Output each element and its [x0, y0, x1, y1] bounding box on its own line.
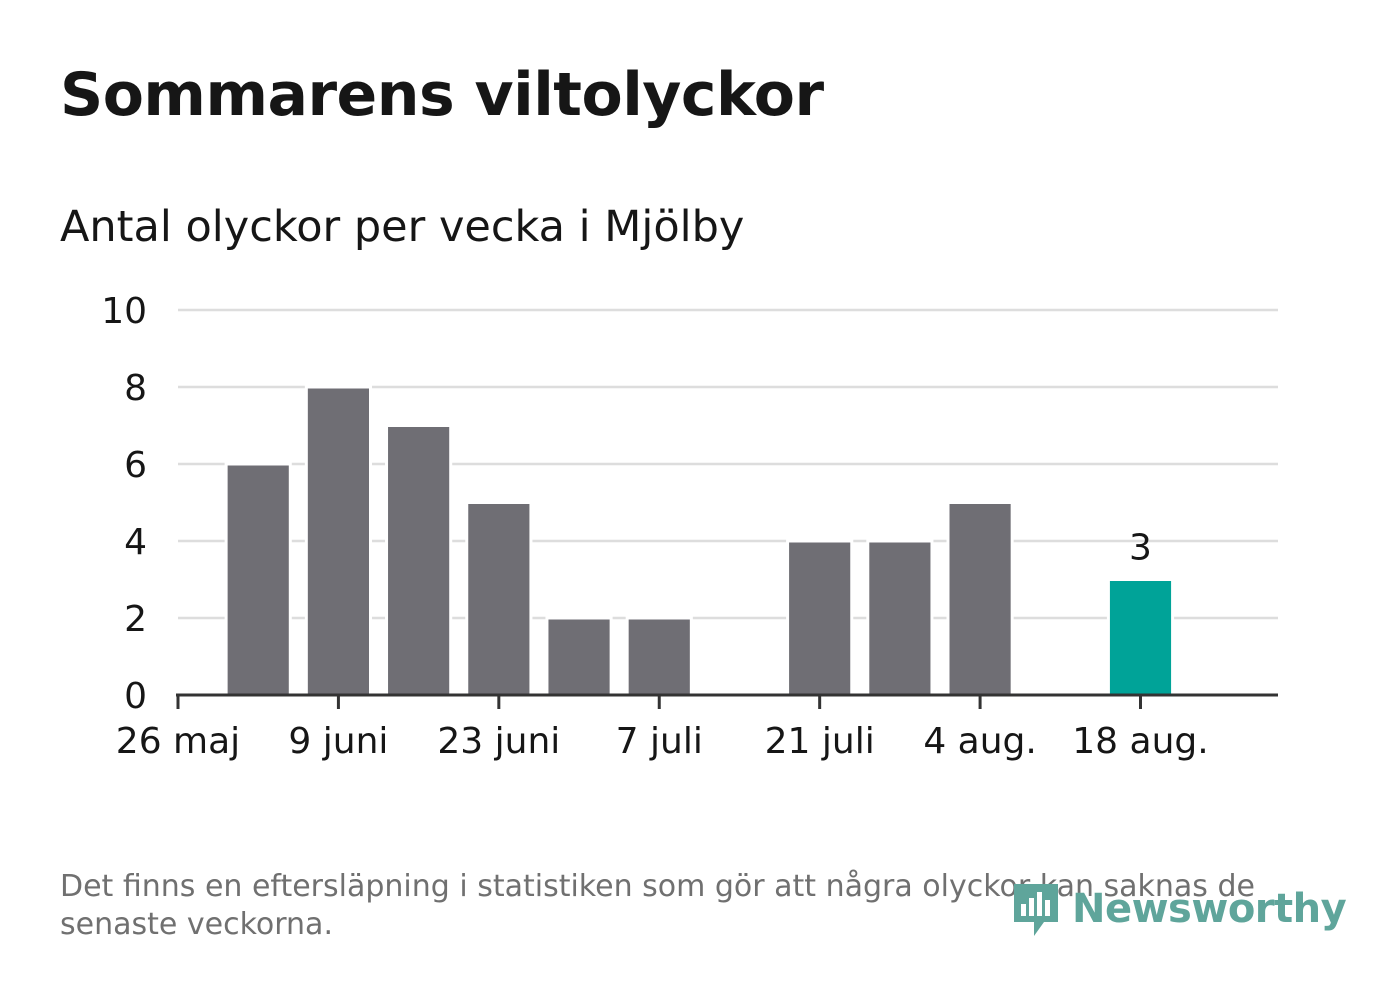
bar	[304, 385, 373, 697]
bar-chart: 0 2 4 6 8 10 3 26 maj 9 juni 23 juni 7 juli 21 ju…	[101, 291, 1278, 762]
bars	[224, 385, 1175, 697]
y-tick-label: 2	[124, 599, 147, 640]
bar	[786, 539, 854, 697]
x-tick-label: 26 maj	[116, 721, 240, 762]
brand-logo: Newsworthy	[1010, 878, 1347, 940]
x-tick-label: 9 juni	[288, 721, 388, 762]
x-axis: 26 maj 9 juni 23 juni 7 juli 21 juli 4 aug. 18…	[116, 693, 1278, 762]
bar	[465, 501, 533, 697]
newsworthy-logo-icon	[1014, 884, 1058, 936]
bar	[224, 462, 292, 697]
y-tick-label: 10	[101, 291, 147, 332]
x-tick-label: 4 aug.	[923, 721, 1037, 762]
x-tick-label: 7 juli	[616, 721, 703, 762]
bar	[385, 424, 453, 697]
y-tick-label: 4	[124, 522, 147, 563]
bar	[866, 539, 934, 697]
y-tick-label: 0	[124, 676, 147, 717]
bar	[625, 616, 693, 697]
y-tick-label: 8	[124, 368, 147, 409]
x-tick-label: 18 aug.	[1072, 721, 1208, 762]
chart-subtitle: Antal olyckor per vecka i Mjölby	[60, 202, 745, 252]
brand-name: Newsworthy	[1072, 886, 1347, 932]
x-tick-label: 23 juni	[437, 721, 560, 762]
bar	[1106, 578, 1175, 697]
chart-title: Sommarens viltolyckor	[60, 60, 824, 130]
bar	[545, 616, 613, 697]
bar-value-label: 3	[1129, 528, 1152, 569]
bar	[946, 501, 1014, 697]
x-tick-label: 21 juli	[765, 721, 875, 762]
data-labels: 3	[1129, 528, 1152, 569]
y-tick-label: 6	[124, 445, 147, 486]
y-axis: 0 2 4 6 8 10	[101, 291, 147, 717]
